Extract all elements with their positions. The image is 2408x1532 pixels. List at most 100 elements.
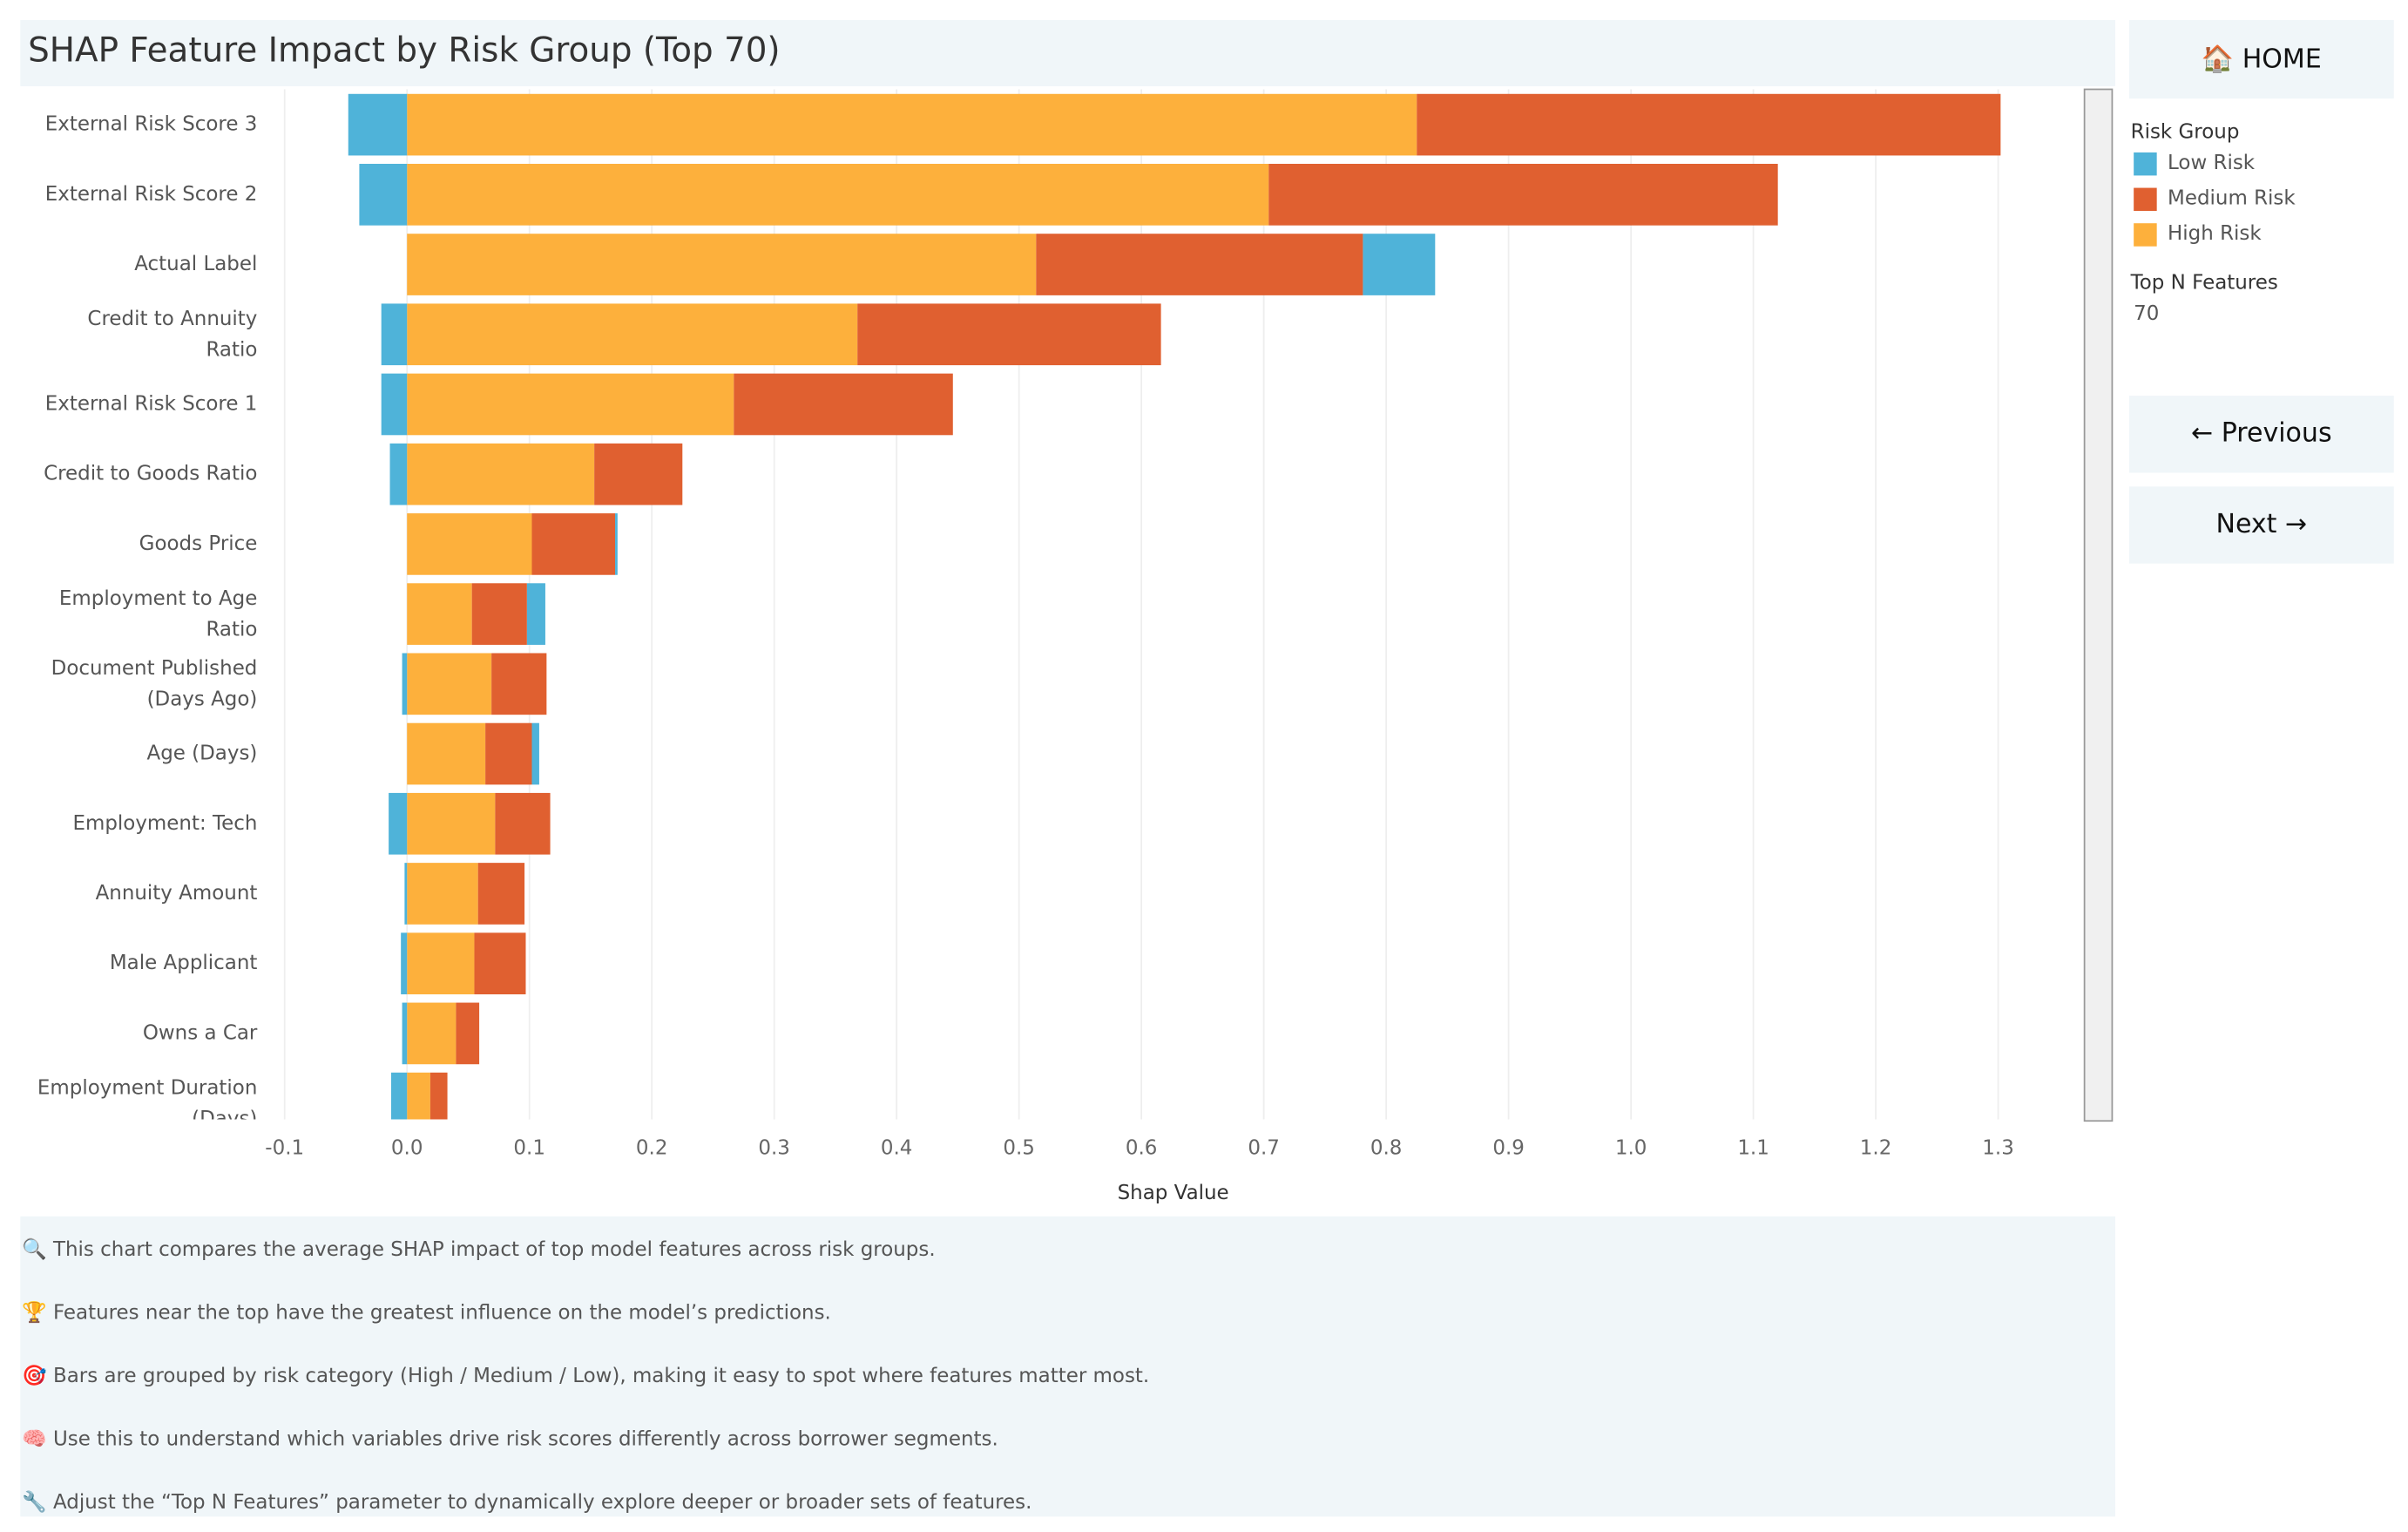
bar-segment	[407, 303, 858, 366]
legend-swatch	[2134, 223, 2157, 247]
chart-title: SHAP Feature Impact by Risk Group (Top 7…	[28, 31, 780, 71]
y-tick-label: External Risk Score 3	[45, 113, 258, 136]
legend-title: Risk Group	[2131, 120, 2240, 143]
bar-segment	[407, 1002, 457, 1065]
bar-segment	[402, 1002, 408, 1065]
y-tick-label: External Risk Score 1	[45, 392, 258, 415]
y-tick-label: Male Applicant	[110, 952, 257, 974]
y-tick-label: Actual Label	[134, 253, 257, 275]
y-tick-label: Credit to Goods Ratio	[44, 463, 257, 485]
previous-label[interactable]: ← Previous	[2191, 418, 2332, 449]
bar-segment	[407, 1072, 430, 1120]
bar-segment	[594, 443, 683, 505]
y-tick-label: External Risk Score 2	[45, 183, 258, 206]
bar-segment	[430, 1072, 448, 1120]
bar-segment	[474, 932, 526, 995]
bar-segment	[734, 373, 953, 436]
bar-segment	[1417, 93, 2001, 156]
bar-segment	[348, 93, 408, 156]
x-tick-label: 0.7	[1248, 1137, 1280, 1160]
bar-segment	[389, 443, 408, 505]
bar-segment	[407, 93, 1417, 156]
x-tick-label: 0.0	[391, 1137, 423, 1160]
legend-label: Low Risk	[2168, 152, 2256, 174]
next-label[interactable]: Next →	[2216, 509, 2308, 539]
x-tick-label: 1.3	[1982, 1137, 2014, 1160]
note: 🔧 Adjust the “Top N Features” parameter …	[22, 1489, 1032, 1514]
bar-segment	[407, 234, 1037, 295]
y-tick-label: Employment: Tech	[72, 812, 257, 835]
bar-segment	[407, 932, 475, 995]
bar-segment	[615, 513, 618, 575]
y-tick-label: Owns a Car	[143, 1021, 258, 1044]
bar-segment	[359, 163, 408, 226]
home-button[interactable]	[2128, 19, 2394, 99]
bar-segment	[401, 932, 408, 995]
legend-swatch	[2134, 187, 2157, 212]
next-button[interactable]	[2128, 486, 2394, 564]
x-tick-label: 0.1	[513, 1137, 545, 1160]
bar-segment	[526, 583, 545, 645]
title-bar	[20, 19, 2115, 86]
x-tick-label: 0.4	[881, 1137, 913, 1160]
bar-segment	[1268, 163, 1778, 226]
bar-segment	[407, 583, 472, 645]
x-tick-label: 0.6	[1126, 1137, 1158, 1160]
y-tick-label: Document Published (Days Ago)	[51, 657, 258, 710]
y-tick-label: Credit to Annuity Ratio	[87, 308, 257, 361]
x-axis-title: Shap Value	[1118, 1182, 1229, 1204]
parameter-title: Top N Features	[2130, 272, 2278, 295]
bar-segment	[407, 863, 478, 925]
y-tick-label: Employment Duration (Days)	[37, 1076, 257, 1129]
bar-segment	[381, 373, 408, 436]
x-tick-label: 0.3	[758, 1137, 790, 1160]
bar-segment	[1036, 234, 1363, 295]
legend-label: High Risk	[2168, 222, 2262, 245]
parameter-value[interactable]: 70	[2134, 302, 2159, 325]
notes-panel	[20, 1216, 2115, 1517]
bar-segment	[1363, 234, 1436, 295]
x-tick-label: 0.9	[1492, 1137, 1525, 1160]
bar-segment	[389, 792, 408, 855]
bar-segment	[407, 653, 492, 715]
x-tick-label: 1.0	[1615, 1137, 1647, 1160]
x-tick-label: 1.1	[1737, 1137, 1769, 1160]
x-tick-label: 0.5	[1003, 1137, 1035, 1160]
note: 🏆 Features near the top have the greates…	[22, 1301, 831, 1325]
x-tick-label: 1.2	[1860, 1137, 1892, 1160]
bar-segment	[471, 583, 527, 645]
bar-segment	[857, 303, 1161, 366]
previous-button[interactable]	[2128, 396, 2394, 473]
note: 🔍 This chart compares the average SHAP i…	[22, 1236, 936, 1261]
bar-segment	[491, 653, 547, 715]
bar-segment	[485, 722, 532, 785]
bar-segment	[390, 1072, 408, 1120]
bar-segment	[381, 303, 408, 366]
bar-segment	[404, 863, 408, 925]
plot	[348, 93, 2001, 1120]
bar-segment	[407, 792, 496, 855]
bar-segment	[407, 722, 486, 785]
bar-segment	[407, 163, 1269, 226]
scrollbar[interactable]	[2083, 88, 2114, 1122]
y-tick-label: Employment to Age Ratio	[59, 586, 258, 640]
note: 🧠 Use this to understand which variables…	[22, 1427, 998, 1450]
x-tick-label: 0.8	[1370, 1137, 1403, 1160]
legend-swatch	[2134, 152, 2157, 176]
bar-segment	[407, 373, 734, 436]
home-label[interactable]: 🏠 HOME	[2202, 44, 2322, 74]
y-tick-label: Age (Days)	[147, 742, 258, 765]
bar-segment	[531, 722, 539, 785]
legend-label: Medium Risk	[2168, 186, 2296, 209]
y-tick-label: Annuity Amount	[96, 882, 258, 905]
x-tick-label: 0.2	[636, 1137, 668, 1160]
y-tick-label: Goods Price	[139, 532, 258, 555]
bar-segment	[495, 792, 551, 855]
bar-segment	[456, 1002, 480, 1065]
bar-segment	[531, 513, 616, 575]
bar-segment	[477, 863, 525, 925]
bar-segment	[407, 443, 595, 505]
bar-segment	[407, 513, 532, 575]
